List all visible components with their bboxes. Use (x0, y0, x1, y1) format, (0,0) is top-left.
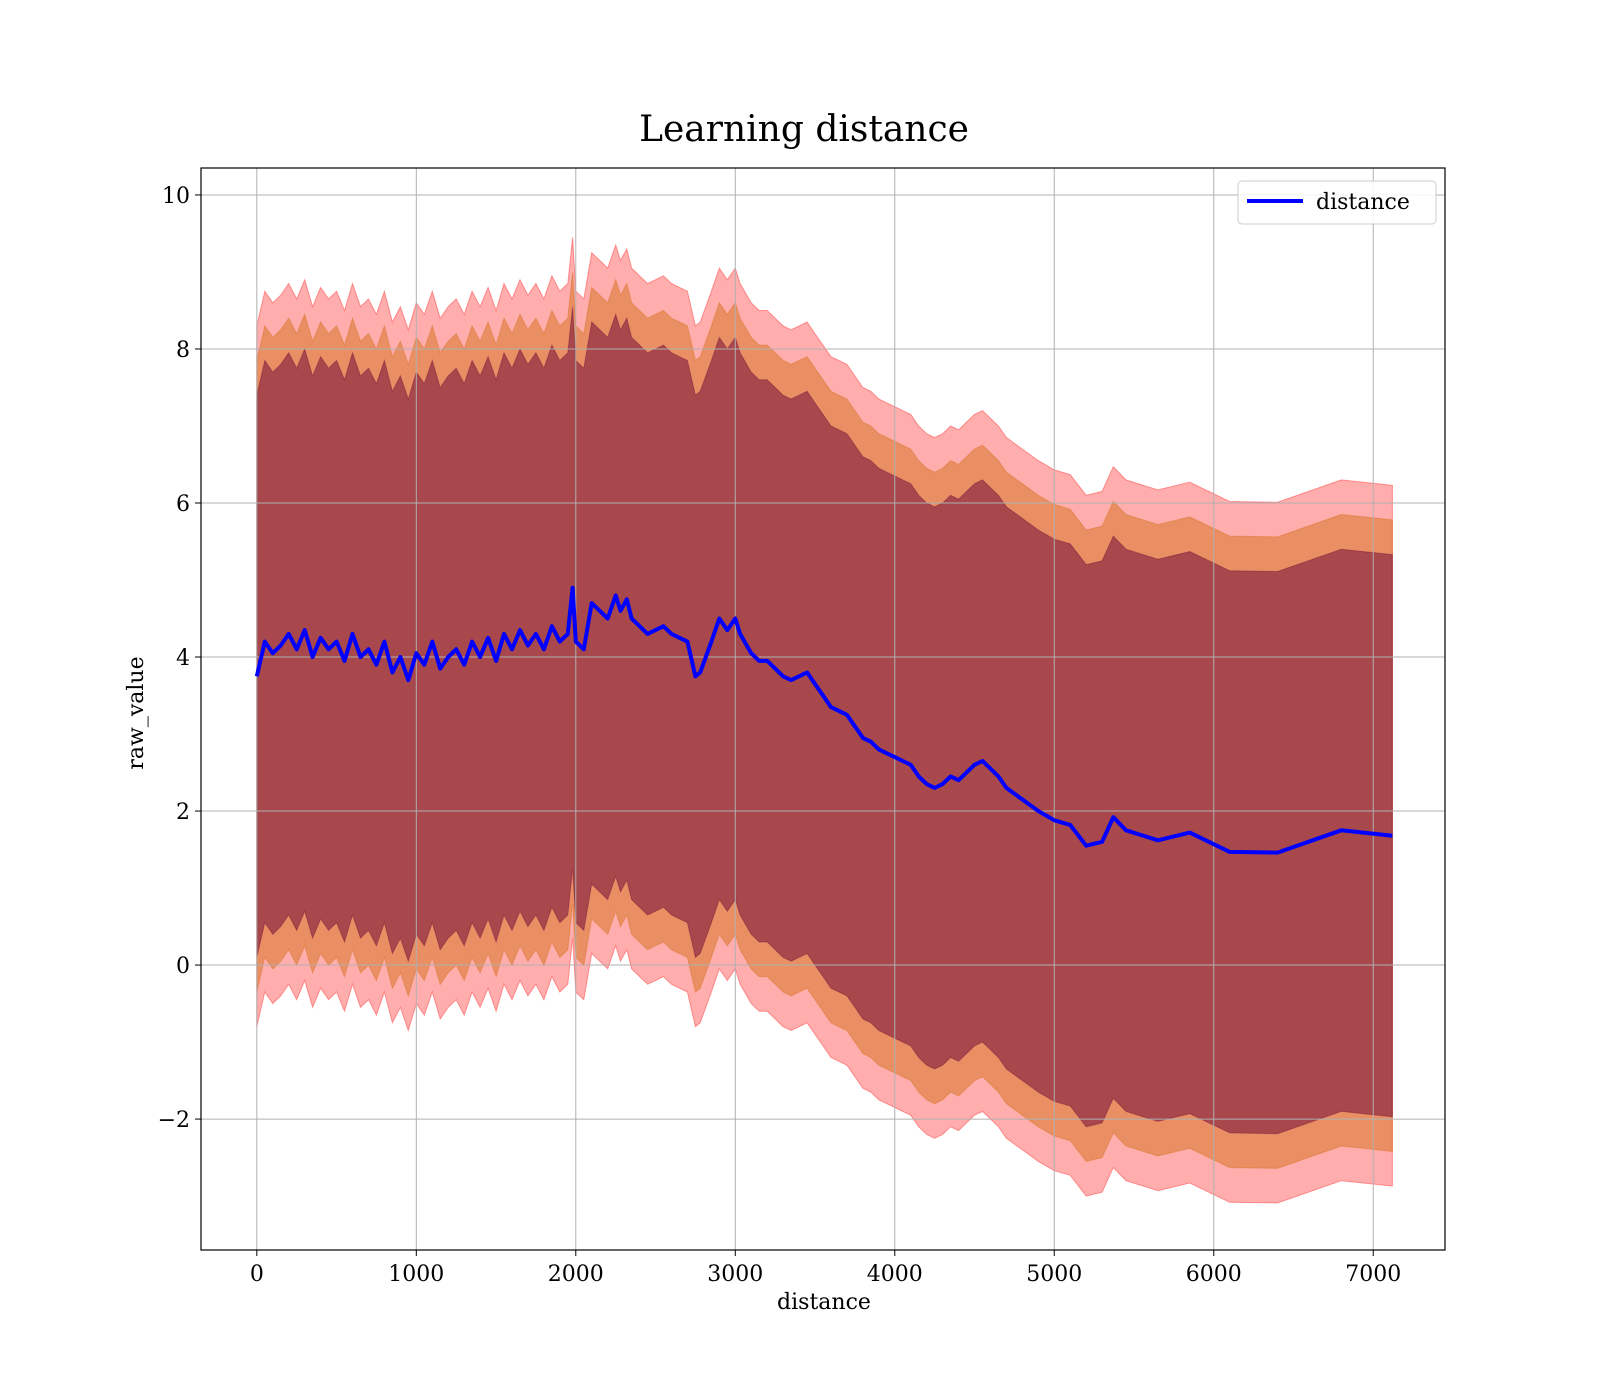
y-tick-label: 2 (176, 800, 190, 825)
plot-area-frame (200, 167, 1446, 1251)
x-axis-ticks: 0 1000 2000 3000 4000 5000 6000 7000 (250, 1250, 1401, 1287)
x-tick-label: 3000 (707, 1262, 763, 1287)
x-axis-label: distance (777, 1290, 871, 1315)
series-line-distance (254, 585, 1393, 855)
y-tick-label: 8 (176, 338, 190, 363)
series-lines (254, 585, 1393, 855)
x-tick-label: 7000 (1345, 1262, 1401, 1287)
y-axis-label: raw_value (124, 656, 149, 769)
y-tick-label: 4 (176, 646, 190, 671)
chart-title: Learning distance (639, 109, 969, 150)
x-tick-label: 0 (250, 1262, 264, 1287)
confidence-bands (256, 237, 1393, 1204)
legend: distance (1237, 180, 1437, 225)
legend-label: distance (1316, 190, 1410, 215)
y-tick-label: 6 (176, 492, 190, 517)
x-tick-label: 6000 (1186, 1262, 1242, 1287)
legend-box (1237, 180, 1437, 225)
x-tick-label: 2000 (548, 1262, 604, 1287)
x-tick-label: 4000 (867, 1262, 923, 1287)
y-tick-label: 0 (176, 954, 190, 979)
band-inner (256, 306, 1393, 1135)
x-tick-label: 5000 (1026, 1262, 1082, 1287)
x-tick-label: 1000 (388, 1262, 444, 1287)
y-axis-ticks: −2 0 2 4 6 8 10 (158, 184, 201, 1133)
y-tick-label: 10 (162, 184, 190, 209)
y-tick-label: −2 (158, 1108, 190, 1133)
